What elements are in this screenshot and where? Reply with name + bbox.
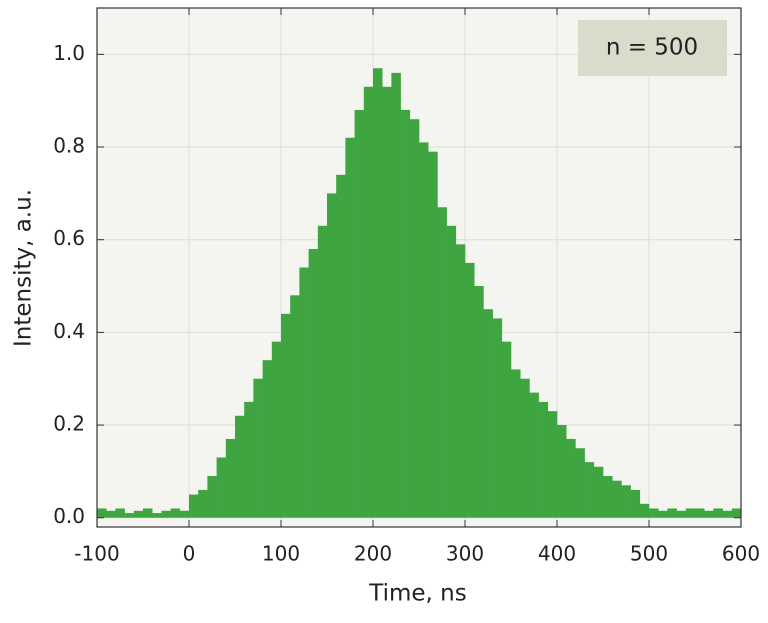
x-tick-label: 100 [262,542,300,566]
bar [143,508,153,518]
annotation-box [578,20,727,76]
bar [593,466,604,518]
bar [124,513,135,518]
plot-frame [96,7,742,528]
y-axis-title: Intensity, a.u. [11,189,37,347]
bar [676,510,687,518]
bar [382,86,392,518]
bar [207,476,217,518]
bar [336,174,346,518]
bar [575,448,585,518]
bar [722,510,733,518]
y-tick-label: 1.0 [53,41,85,65]
bar [253,378,263,518]
bar [446,225,457,518]
bar [216,457,227,518]
bar [419,142,429,518]
bar [262,360,273,518]
bar [538,401,549,518]
bar [639,503,650,518]
y-tick-label: 0.6 [53,226,85,250]
bar [520,378,530,518]
bar [299,267,309,518]
bar [483,309,493,518]
bar [557,425,567,518]
x-tick-label: 0 [183,542,196,566]
bar [179,510,190,518]
bar [501,341,512,518]
bar [354,109,365,518]
y-tick-label: 0.8 [53,134,85,158]
y-tick-label: 0.4 [53,319,85,343]
bar [511,369,521,518]
bar [658,510,668,518]
bar [455,244,466,518]
bar [97,508,107,518]
bar [630,489,641,518]
annotation: n = 500 [606,35,698,61]
bar [189,494,199,518]
bar [290,295,300,518]
y-tick-label: 0.0 [53,504,85,528]
bar [244,401,254,518]
bar [400,109,411,518]
bar [731,508,742,518]
bar [437,207,447,518]
bar [327,193,337,518]
bar [317,225,328,518]
bar [584,462,595,518]
x-axis-title: Time, ns [368,581,466,607]
bar [612,480,622,518]
x-tick-label: 300 [446,542,484,566]
bar [428,151,438,518]
bar [363,86,374,518]
x-tick-label: 500 [630,542,668,566]
bar [198,489,208,518]
x-tick-label: 600 [722,542,760,566]
bar [133,510,144,518]
bar [225,438,236,518]
bar [603,476,613,518]
bar [373,68,383,518]
x-tick-label: 200 [354,542,392,566]
bar [391,72,401,518]
bar [235,415,245,518]
bar [106,510,116,518]
bar [685,508,696,518]
bar [492,318,503,518]
bar [474,286,484,518]
x-tick-label: -100 [74,542,119,566]
x-tick-label: 400 [538,542,576,566]
y-tick-label: 0.2 [53,412,85,436]
bar [649,508,659,518]
bar [161,510,171,518]
bar [115,508,125,518]
bar [281,313,291,518]
bar [547,411,558,518]
bar [170,508,181,518]
bar [621,485,631,518]
bar [271,341,282,518]
bar [667,508,677,518]
bar [152,513,162,518]
bar [695,508,705,518]
bar [409,119,420,518]
bar [566,438,576,518]
bar [345,137,355,518]
bar [529,392,539,518]
bar [713,508,723,518]
bar [308,248,319,518]
bar [465,262,475,518]
bar [704,510,714,518]
